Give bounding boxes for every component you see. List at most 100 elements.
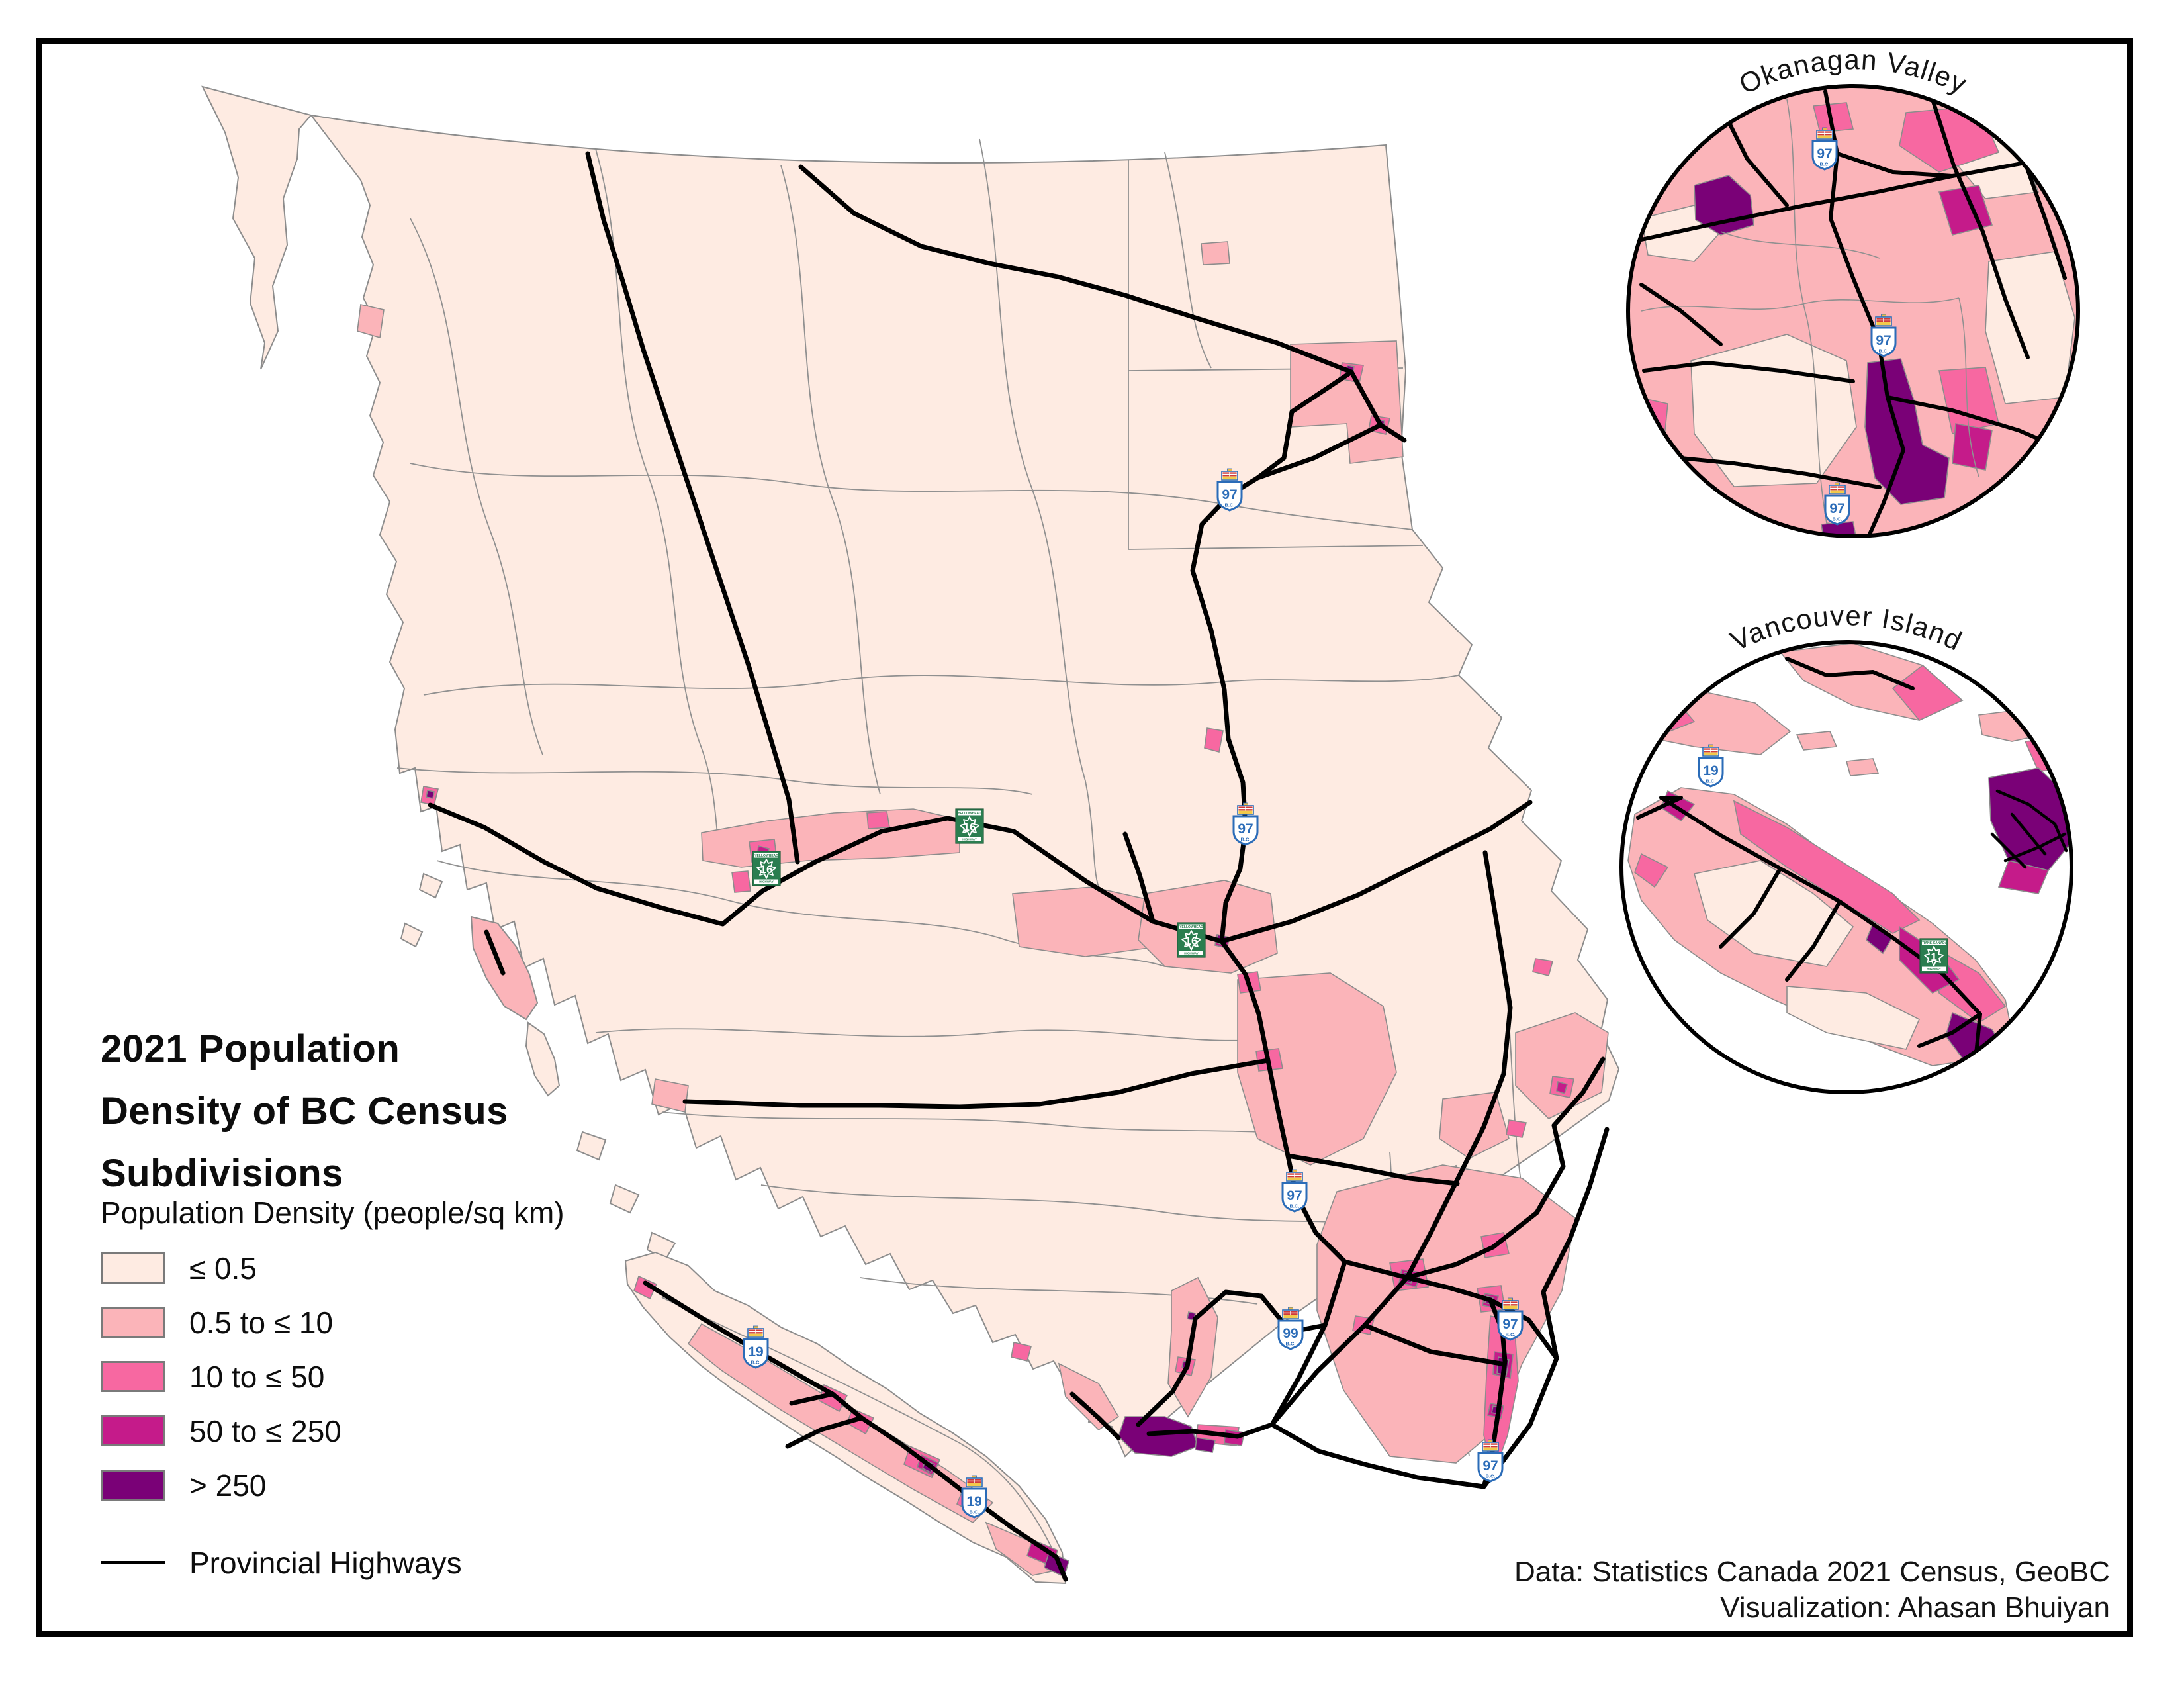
legend-item-class-4: > 250 — [101, 1468, 617, 1503]
title-line-3: Subdivisions — [101, 1152, 343, 1195]
attribution-line-2: Visualization: Ahasan Bhuiyan — [1720, 1591, 2110, 1624]
legend-swatch-class-0 — [101, 1252, 165, 1284]
highway-line — [1219, 939, 1347, 1264]
census-subdivision-patch — [1204, 727, 1224, 753]
highway-line — [1990, 832, 2027, 869]
census-subdivision-patch — [1667, 489, 1721, 536]
svg-text:B.C.: B.C. — [751, 1360, 761, 1366]
highway-line — [1378, 422, 1407, 443]
subdivision-boundary — [780, 165, 881, 795]
census-subdivision-patch — [985, 1521, 1059, 1576]
census-subdivision-patch — [1786, 986, 1921, 1050]
census-subdivision-patch — [1891, 664, 1964, 721]
bc-highway-shield-97: 97 B.C. — [1497, 1297, 1524, 1341]
highway-line — [1269, 1275, 1410, 1427]
census-subdivision-patch — [1506, 1119, 1527, 1138]
subdivision-boundary — [661, 1111, 1324, 1139]
svg-text:YELLOWHEAD: YELLOWHEAD — [958, 812, 981, 816]
svg-text:99: 99 — [1283, 1326, 1298, 1341]
legend-swatch-class-4 — [101, 1470, 165, 1501]
svg-text:19: 19 — [966, 1494, 981, 1509]
svg-text:97: 97 — [1287, 1188, 1302, 1203]
svg-text:B.C.: B.C. — [1820, 162, 1830, 167]
census-subdivision-patch — [1195, 1437, 1216, 1453]
provincial-highways — [428, 151, 1610, 1582]
svg-text:19: 19 — [1703, 763, 1718, 778]
bc-highway-shield-97: 97 B.C. — [1811, 127, 1838, 171]
highway-line — [1642, 361, 1855, 383]
legend-item-highways: Provincial Highways — [101, 1546, 617, 1580]
highway-line — [1069, 1391, 1121, 1440]
census-subdivision-patch — [1138, 880, 1278, 974]
svg-text:B.C.: B.C. — [1706, 778, 1716, 784]
highway-shields: 97 B.C. 97 B.C. 97 B.C. — [743, 127, 1948, 1519]
bc-highway-shield-97: 97 B.C. — [1216, 468, 1243, 512]
legend-item-class-2: 10 to ≤ 50 — [101, 1359, 617, 1394]
subdivision-boundary — [396, 767, 1033, 795]
svg-text:B.C.: B.C. — [1833, 516, 1843, 522]
legend-item-class-1: 0.5 to ≤ 10 — [101, 1305, 617, 1340]
bc-highway-shield-97: 97 B.C. — [1870, 314, 1897, 357]
census-subdivision-patch — [426, 790, 435, 799]
svg-text:16: 16 — [1185, 935, 1198, 947]
highway-line — [1404, 850, 1513, 1280]
svg-text:B.C.: B.C. — [1241, 837, 1251, 843]
svg-text:97: 97 — [1482, 1458, 1498, 1474]
highway-line — [789, 1391, 835, 1406]
census-subdivision-patch — [633, 1275, 658, 1300]
highway-line — [1255, 369, 1354, 481]
legend-label-class-2: 10 to ≤ 50 — [189, 1359, 325, 1394]
bc-highway-shield-97: 97 B.C. — [1824, 482, 1850, 526]
vi-inset-roads — [1636, 657, 2068, 1056]
subdivision-boundary — [1128, 545, 1424, 550]
highway-line — [643, 1280, 931, 1467]
census-subdivision-patch — [1812, 102, 1854, 133]
highway-line — [682, 1058, 1271, 1109]
map-title: 2021 Population Density of BC Census Sub… — [101, 1018, 617, 1205]
legend-swatch-class-2 — [101, 1361, 165, 1392]
legend-label-class-0: ≤ 0.5 — [189, 1250, 257, 1286]
census-subdivision-patch — [1733, 800, 1921, 934]
title-line-2: Density of BC Census — [101, 1090, 508, 1133]
legend-swatch-class-1 — [101, 1307, 165, 1338]
highway-line — [1917, 1012, 1982, 1048]
green-highway-shield-16: YELLOWHEAD HIGHWAY 16 — [752, 851, 781, 886]
subdivision-boundary — [1164, 152, 1212, 369]
highway-line — [1362, 1323, 1504, 1366]
bc-highway-shield-97: 97 B.C. — [1232, 802, 1259, 846]
haida-gwaii — [470, 915, 561, 1097]
subdivision-boundary — [595, 148, 722, 861]
svg-text:B.C.: B.C. — [970, 1509, 979, 1515]
svg-text:16: 16 — [964, 821, 976, 833]
highway-line — [2023, 161, 2067, 280]
highway-line — [1636, 796, 1683, 820]
bc-highway-shield-19: 19 B.C. — [961, 1475, 987, 1519]
legend-label-class-4: > 250 — [189, 1468, 267, 1503]
svg-text:HIGHWAY: HIGHWAY — [962, 838, 977, 841]
highway-line — [1666, 455, 1882, 489]
svg-text:TRANS-CANADA: TRANS-CANADA — [1921, 941, 1948, 945]
highway-line — [2010, 812, 2047, 856]
title-line-1: 2021 Population — [101, 1027, 400, 1070]
svg-text:97: 97 — [1238, 821, 1253, 837]
highway-line — [484, 929, 506, 976]
highway-line — [925, 1462, 1068, 1582]
okanagan-inset-boundaries — [1641, 99, 1979, 524]
green-highway-shield-16: YELLOWHEAD HIGHWAY 16 — [1177, 922, 1206, 958]
svg-text:B.C.: B.C. — [1286, 1341, 1296, 1347]
census-subdivision-patch — [1796, 731, 1838, 751]
highway-line — [1285, 1153, 1460, 1186]
legend-item-class-0: ≤ 0.5 — [101, 1250, 617, 1286]
svg-text:97: 97 — [1222, 487, 1237, 502]
legend-label-class-1: 0.5 to ≤ 10 — [189, 1305, 334, 1340]
census-subdivision-patch — [1201, 241, 1230, 265]
highway-line — [798, 164, 1383, 428]
svg-text:HIGHWAY: HIGHWAY — [1184, 952, 1199, 955]
highway-line — [428, 802, 1224, 944]
census-subdivision-patch — [1058, 1362, 1120, 1431]
highway-line — [785, 1415, 864, 1449]
subdivision-boundary — [1720, 231, 1880, 259]
subdivision-boundary — [410, 218, 543, 755]
bc-highway-shield-19: 19 B.C. — [1698, 744, 1724, 788]
legend-label-class-3: 50 to ≤ 250 — [189, 1413, 341, 1448]
